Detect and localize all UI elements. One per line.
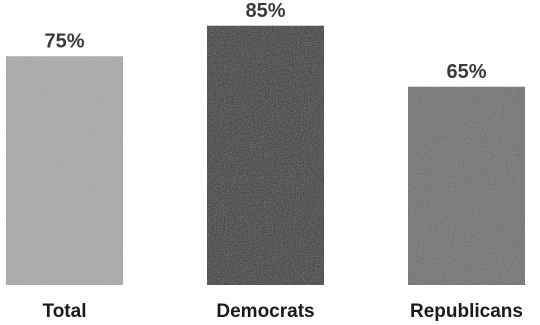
bar-total xyxy=(6,56,123,285)
value-label-democrats: 85% xyxy=(245,0,285,22)
bar-democrats xyxy=(207,25,324,285)
value-label-republicans: 65% xyxy=(446,61,486,83)
category-label-republicans: Republicans xyxy=(410,301,523,322)
bar-republicans xyxy=(408,86,525,285)
category-label-democrats: Democrats xyxy=(216,301,314,322)
value-label-total: 75% xyxy=(44,30,84,52)
category-label-total: Total xyxy=(43,301,87,322)
